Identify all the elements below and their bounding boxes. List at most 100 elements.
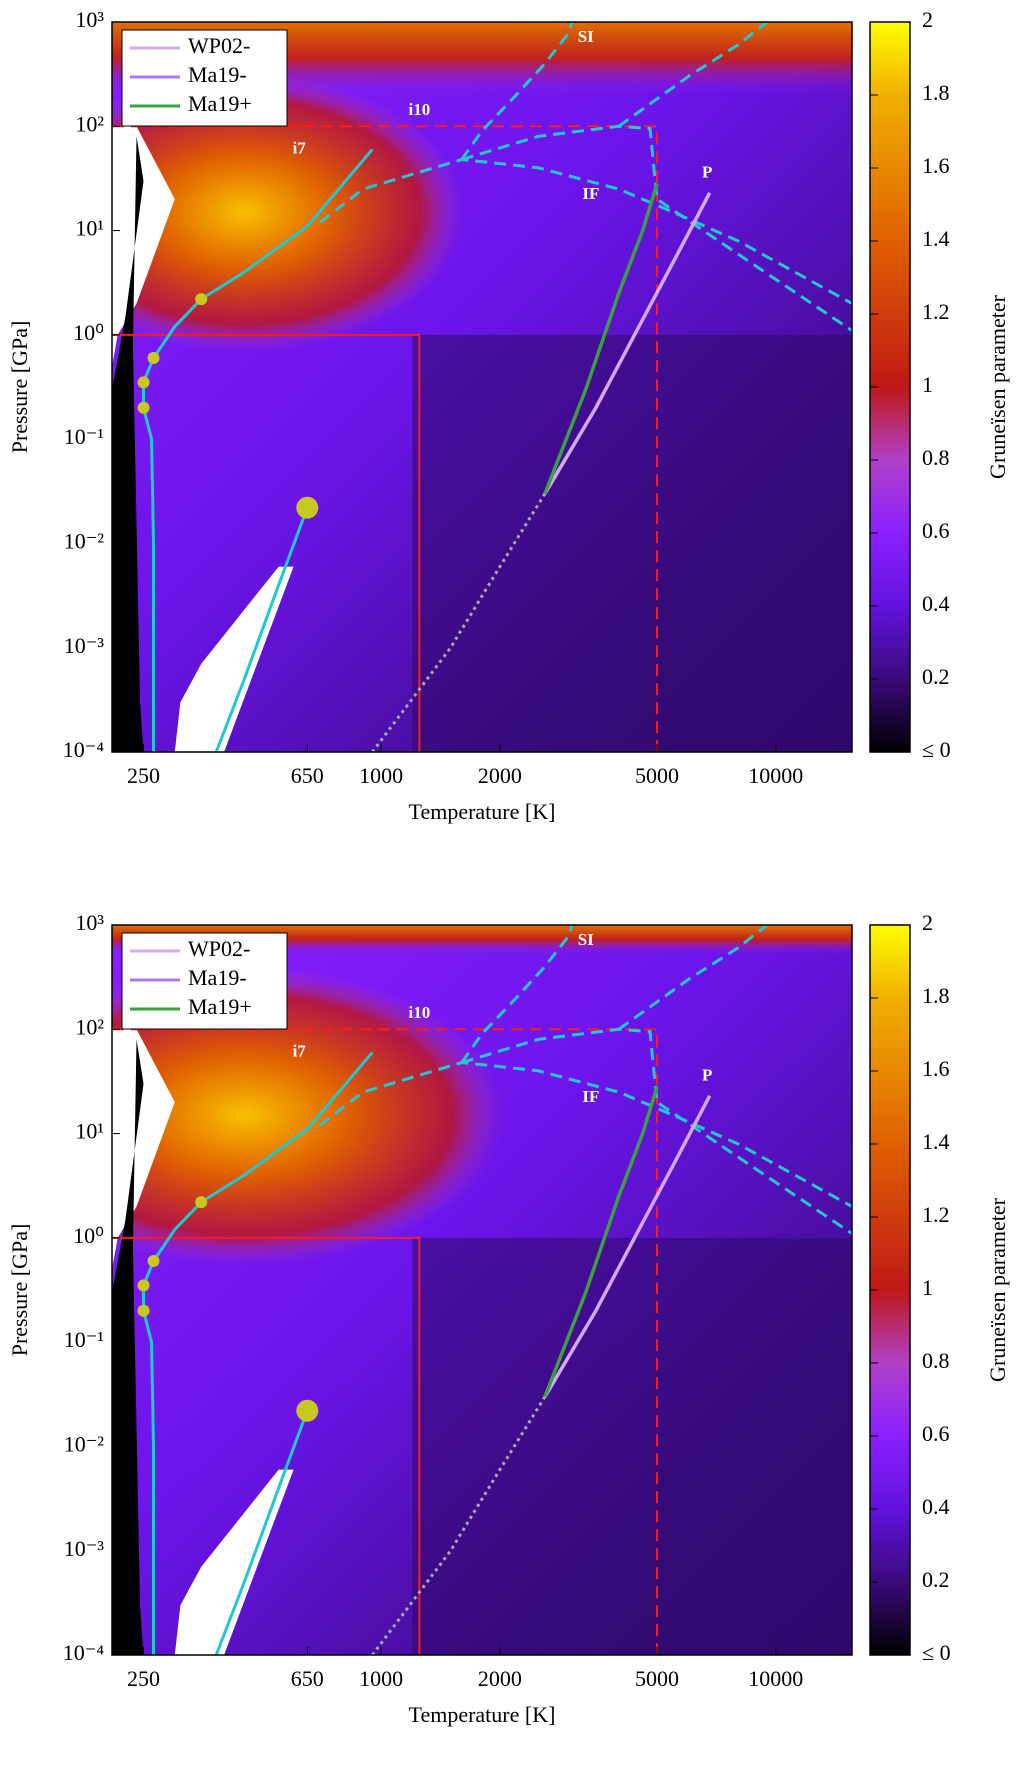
colorbar-tick-label: ≤ 0 [922, 737, 951, 762]
region-box [112, 1236, 421, 1655]
x-tick-label: 2000 [478, 763, 522, 788]
heatmap-black [112, 136, 144, 752]
region-box [112, 125, 658, 752]
colorbar-label: Gruneïsen parameter [985, 1197, 1010, 1382]
triple-point [137, 376, 150, 389]
legend: WP02- Ma19- Ma19+ [121, 29, 288, 127]
phase-boundary [319, 158, 852, 305]
phase-boundary [214, 1410, 309, 1655]
colorbar-tick-label: 0.4 [922, 1494, 950, 1519]
colorbar-tick-label: ≤ 0 [922, 1640, 951, 1665]
panel: SI i10 i7 IF P 250 650 1000 2000 5000 10000 10⁻⁴ 10⁻… [7, 7, 1010, 824]
heatmap-white [174, 566, 294, 752]
y-tick-label: 10⁻³ [64, 1536, 105, 1561]
plot-frame [111, 924, 853, 1656]
heatmap-white [174, 1469, 294, 1655]
y-axis-label: Pressure [GPa] [7, 1224, 32, 1357]
y-tick-label: 10⁻³ [64, 633, 105, 658]
y-tick-label: 10⁻¹ [64, 424, 104, 449]
x-axis-label: Temperature [K] [409, 1702, 556, 1727]
colorbar-tick-label: 1.2 [922, 1202, 950, 1227]
y-axis-label: Pressure [GPa] [7, 321, 32, 454]
legend-label: WP02- [188, 33, 250, 58]
colorbar-tick-label: 1 [922, 372, 933, 397]
colorbar-tick-label: 0.6 [922, 1421, 950, 1446]
x-tick-label: 650 [291, 763, 324, 788]
colorbar-tick-label: 1 [922, 1275, 933, 1300]
melting-curve [543, 192, 712, 495]
triple-point [195, 1196, 208, 1209]
colorbar-tick-label: 1.4 [922, 226, 950, 251]
y-tick-label: 10³ [75, 7, 104, 32]
y-tick-label: 10² [75, 1014, 104, 1039]
triple-point [137, 1279, 150, 1292]
legend-label: WP02- [188, 936, 250, 961]
colorbar-tick-label: 0.6 [922, 518, 950, 543]
x-tick-label: 10000 [748, 1666, 803, 1691]
x-tick-label: 1000 [359, 1666, 403, 1691]
panel: SI i10 i7 IF P 250 650 1000 2000 5000 10000 10⁻⁴ 10⁻… [7, 910, 1010, 1727]
x-tick-label: 10000 [748, 763, 803, 788]
phase-boundary [461, 124, 852, 332]
plot-frame [111, 21, 853, 753]
region-box [112, 1028, 658, 1655]
triple-point [296, 496, 319, 519]
colorbar-label: Gruneïsen parameter [985, 294, 1010, 479]
melting-curve [543, 1095, 712, 1398]
x-tick-label: 5000 [635, 763, 679, 788]
melting-curve [543, 183, 659, 495]
x-tick-label: 5000 [635, 1666, 679, 1691]
x-tick-label: 1000 [359, 763, 403, 788]
x-tick-label: 650 [291, 1666, 324, 1691]
phase-boundary [617, 22, 768, 128]
heatmap-black [112, 1039, 144, 1655]
x-tick-label: 250 [127, 1666, 160, 1691]
triple-point [296, 1399, 319, 1422]
phase-boundary [460, 22, 574, 161]
phase-boundary [617, 925, 768, 1031]
heatmap [112, 22, 852, 752]
heatmap-hot [112, 72, 465, 353]
heatmap [112, 925, 852, 1655]
colorbar-tick-label: 0.8 [922, 1348, 950, 1373]
phase-label: IF [582, 1087, 599, 1106]
colorbar-tick-label: 1.8 [922, 80, 950, 105]
colorbar-tick-label: 1.8 [922, 983, 950, 1008]
x-axis-label: Temperature [K] [409, 799, 556, 824]
phase-boundary [460, 925, 574, 1064]
legend-label: Ma19+ [188, 994, 252, 1019]
phase-label: i10 [409, 1003, 431, 1022]
colorbar-tick-label: 1.6 [922, 1056, 950, 1081]
y-tick-label: 10¹ [75, 1119, 104, 1144]
phase-label: i10 [409, 100, 431, 119]
phase-boundary [371, 492, 547, 752]
colorbar-tick-label: 0.2 [922, 664, 950, 689]
colorbar-tick-label: 2 [922, 910, 933, 935]
x-tick-label: 250 [127, 763, 160, 788]
phase-label: SI [578, 930, 594, 949]
legend: WP02- Ma19- Ma19+ [121, 932, 288, 1030]
phase-label: P [702, 163, 712, 182]
region-box [112, 333, 421, 752]
y-tick-label: 10⁻¹ [64, 1327, 104, 1352]
colorbar-tick-label: 0.2 [922, 1567, 950, 1592]
triple-point [147, 351, 160, 364]
colorbar-tick-label: 0.8 [922, 445, 950, 470]
heatmap-hot [112, 965, 505, 1266]
triple-point [147, 1254, 160, 1267]
legend-label: Ma19+ [188, 91, 252, 116]
phase-boundary [319, 1061, 852, 1208]
y-tick-label: 10³ [75, 910, 104, 935]
legend-label: Ma19- [188, 62, 247, 87]
x-tick-label: 2000 [478, 1666, 522, 1691]
heatmap-dark [412, 1237, 852, 1655]
triple-point [137, 401, 150, 414]
y-tick-label: 10⁻² [64, 1431, 105, 1456]
y-tick-label: 10⁻² [64, 528, 105, 553]
y-tick-label: 10¹ [75, 216, 104, 241]
y-tick-label: 10² [75, 111, 104, 136]
phase-boundary [214, 507, 309, 752]
colorbar-tick-label: 0.4 [922, 591, 950, 616]
y-tick-label: 10⁰ [73, 1223, 104, 1248]
